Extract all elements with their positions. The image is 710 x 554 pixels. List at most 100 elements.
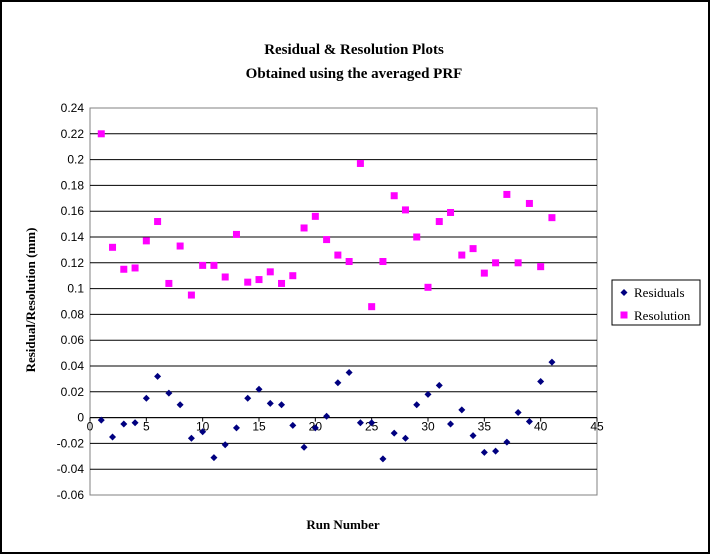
residuals-point (199, 428, 207, 436)
resolution-point (379, 258, 387, 266)
residuals-point (266, 399, 274, 407)
residuals-point (469, 432, 477, 440)
residuals-point (334, 379, 342, 387)
residuals-point (401, 434, 409, 442)
residuals-point (435, 381, 443, 389)
y-tick-label: 0.2 (67, 153, 84, 167)
resolution-point (435, 218, 443, 226)
y-tick-label: 0 (77, 411, 84, 425)
resolution-point (537, 263, 545, 271)
residuals-point (447, 420, 455, 428)
y-tick-label: 0.24 (61, 101, 85, 115)
y-tick-label: 0.22 (61, 127, 85, 141)
resolution-point (97, 130, 105, 138)
residuals-point (232, 424, 240, 432)
resolution-point (289, 272, 297, 280)
x-tick-label: 0 (87, 420, 94, 434)
residuals-point (255, 385, 263, 393)
residuals-point (390, 429, 398, 437)
residuals-point (176, 401, 184, 409)
residuals-point (221, 441, 229, 449)
residuals-point (458, 406, 466, 414)
resolution-point (221, 273, 229, 281)
resolution-point (458, 251, 466, 259)
residuals-point (244, 394, 252, 402)
y-tick-label: 0.04 (61, 359, 85, 373)
y-tick-label: -0.02 (57, 436, 85, 450)
residuals-point (97, 416, 105, 424)
resolution-point (424, 283, 432, 291)
resolution-point (176, 242, 184, 250)
resolution-point (210, 261, 218, 269)
y-tick-label: -0.04 (57, 462, 85, 476)
residuals-point (187, 434, 195, 442)
x-axis-ticks: 051015202530354045 (87, 417, 604, 434)
resolution-point (232, 230, 240, 238)
x-axis-label: Run Number (306, 517, 380, 532)
residuals-point (424, 390, 432, 398)
data-points (97, 130, 556, 463)
residuals-point (503, 438, 511, 446)
residuals-point (413, 401, 421, 409)
resolution-point (300, 224, 308, 232)
residuals-point (210, 454, 218, 462)
y-tick-label: 0.14 (61, 230, 85, 244)
residuals-point (131, 419, 139, 427)
y-axis-label: Residual/Resolution (mm) (23, 228, 38, 373)
resolution-point (120, 265, 128, 273)
resolution-point (334, 251, 342, 259)
resolution-point (480, 269, 488, 277)
resolution-point (401, 206, 409, 214)
resolution-point (323, 236, 331, 244)
residuals-point (480, 448, 488, 456)
x-tick-label: 30 (421, 420, 435, 434)
residuals-point (278, 401, 286, 409)
y-tick-label: 0.18 (61, 178, 85, 192)
x-tick-label: 25 (365, 420, 379, 434)
legend: Residuals Resolution (611, 279, 701, 326)
resolution-point (514, 259, 522, 267)
legend-resolution-label: Resolution (634, 308, 691, 323)
resolution-point (266, 268, 274, 276)
residuals-point (537, 377, 545, 385)
resolution-point (447, 208, 455, 216)
resolution-point (278, 279, 286, 287)
resolution-point (165, 279, 173, 287)
residuals-point (165, 389, 173, 397)
resolution-point (142, 237, 150, 245)
x-tick-label: 15 (252, 420, 266, 434)
resolution-point (390, 192, 398, 200)
x-tick-label: 10 (196, 420, 210, 434)
resolution-point (345, 258, 353, 266)
resolution-point (199, 261, 207, 269)
residuals-point (142, 394, 150, 402)
residuals-point (289, 421, 297, 429)
residuals-point (311, 424, 319, 432)
x-tick-label: 45 (590, 420, 604, 434)
resolution-point (187, 291, 195, 299)
residuals-point (379, 455, 387, 463)
residuals-point (368, 419, 376, 427)
resolution-point (548, 214, 556, 222)
residuals-point (300, 443, 308, 451)
y-axis-ticks: -0.06 -0.04 -0.02 0 0.02 0.04 0.06 0.08 0.1 0.12 0… (57, 101, 85, 502)
y-tick-label: -0.06 (57, 488, 85, 502)
y-tick-label: 0.16 (61, 204, 85, 218)
residuals-point (356, 419, 364, 427)
residuals-point (345, 368, 353, 376)
chart-title-line-1: Residual & Resolution Plots (264, 42, 444, 58)
gridlines (90, 133, 597, 470)
residuals-point (525, 417, 533, 425)
legend-residuals-label: Residuals (634, 285, 685, 300)
resolution-point (244, 278, 252, 286)
y-tick-label: 0.12 (61, 256, 85, 270)
residuals-point (323, 412, 331, 420)
y-tick-label: 0.1 (67, 282, 84, 296)
resolution-point (131, 264, 139, 272)
residuals-point (120, 420, 128, 428)
resolution-point (492, 259, 500, 267)
resolution-point (154, 218, 162, 226)
residuals-point (514, 408, 522, 416)
resolution-point (469, 245, 477, 253)
